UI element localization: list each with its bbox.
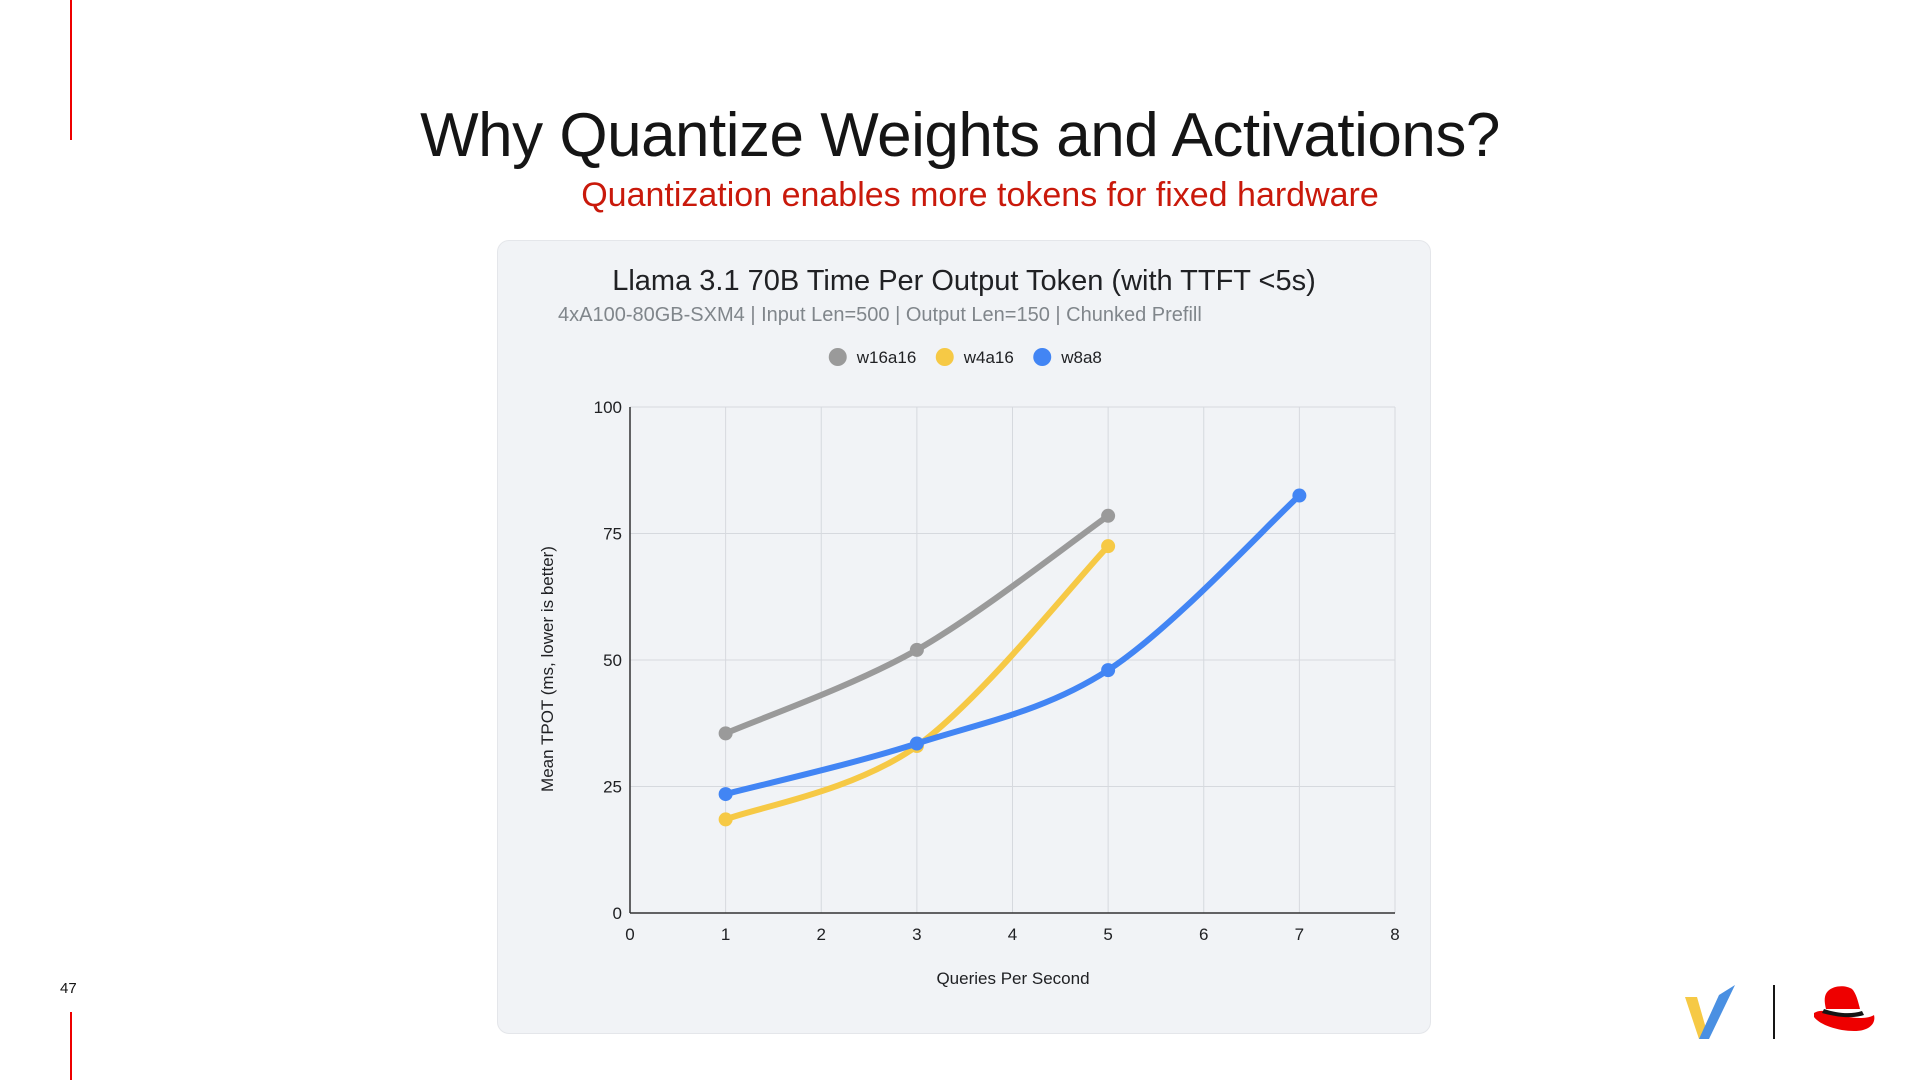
- legend: w16a16 w4a16 w8a8: [828, 348, 1102, 367]
- data-point-w16a16: [909, 642, 924, 657]
- data-point-w8a8: [909, 736, 924, 751]
- y-tick-label: 0: [613, 904, 622, 923]
- series-line-w8a8: [722, 492, 1303, 798]
- chart-card: Llama 3.1 70B Time Per Output Token (wit…: [497, 240, 1431, 1034]
- logo-divider: [1773, 985, 1775, 1039]
- y-axis-title: Mean TPOT (ms, lower is better): [538, 546, 557, 792]
- x-tick-label: 7: [1295, 925, 1304, 944]
- data-point-w4a16: [1101, 539, 1116, 554]
- legend-label-w4a16: w4a16: [963, 348, 1014, 367]
- x-tick-label: 0: [625, 925, 634, 944]
- line-chart: 0 1 2 3 4 5 6 7 8 0 25 50 75 100 w16a16 w4a16 w8a8 Quer…: [538, 348, 1400, 988]
- page-number: 47: [60, 980, 77, 997]
- data-point-w8a8: [718, 787, 733, 802]
- legend-marker-w16a16: [828, 348, 847, 366]
- data-point-w16a16: [718, 726, 733, 741]
- x-tick-label: 4: [1008, 925, 1017, 944]
- data-point-w4a16: [718, 812, 733, 827]
- x-tick-label: 5: [1103, 925, 1112, 944]
- tick-labels: 0 1 2 3 4 5 6 7 8 0 25 50 75 100: [594, 398, 1400, 944]
- legend-marker-w4a16: [935, 348, 954, 366]
- x-tick-label: 8: [1390, 925, 1399, 944]
- x-tick-label: 3: [912, 925, 921, 944]
- y-tick-label: 100: [594, 398, 622, 417]
- y-tick-label: 75: [603, 525, 622, 544]
- grid-lines: [630, 406, 1396, 913]
- chart-title: Llama 3.1 70B Time Per Output Token (wit…: [612, 265, 1316, 297]
- series-lines: [718, 488, 1307, 827]
- axes: [629, 407, 1395, 914]
- vllm-logo-icon: [1685, 985, 1735, 1039]
- x-tick-label: 2: [817, 925, 826, 944]
- redhat-hat-icon: [1814, 986, 1875, 1031]
- slide-subtitle: Quantization enables more tokens for fix…: [581, 176, 1379, 214]
- accent-line-bottom: [70, 1012, 72, 1080]
- accent-line-top: [70, 0, 72, 140]
- legend-marker-w8a8: [1033, 348, 1052, 366]
- data-point-w8a8: [1101, 663, 1116, 678]
- x-axis-title: Queries Per Second: [936, 969, 1089, 988]
- x-tick-label: 6: [1199, 925, 1208, 944]
- x-tick-label: 1: [721, 925, 730, 944]
- y-tick-label: 25: [603, 778, 622, 797]
- slide-title: Why Quantize Weights and Activations?: [420, 101, 1500, 170]
- data-point-w8a8: [1292, 488, 1307, 503]
- data-point-w16a16: [1101, 508, 1116, 523]
- legend-label-w16a16: w16a16: [856, 348, 917, 367]
- legend-label-w8a8: w8a8: [1060, 348, 1102, 367]
- y-tick-label: 50: [603, 651, 622, 670]
- chart-subtitle: 4xA100-80GB-SXM4 | Input Len=500 | Outpu…: [558, 304, 1202, 326]
